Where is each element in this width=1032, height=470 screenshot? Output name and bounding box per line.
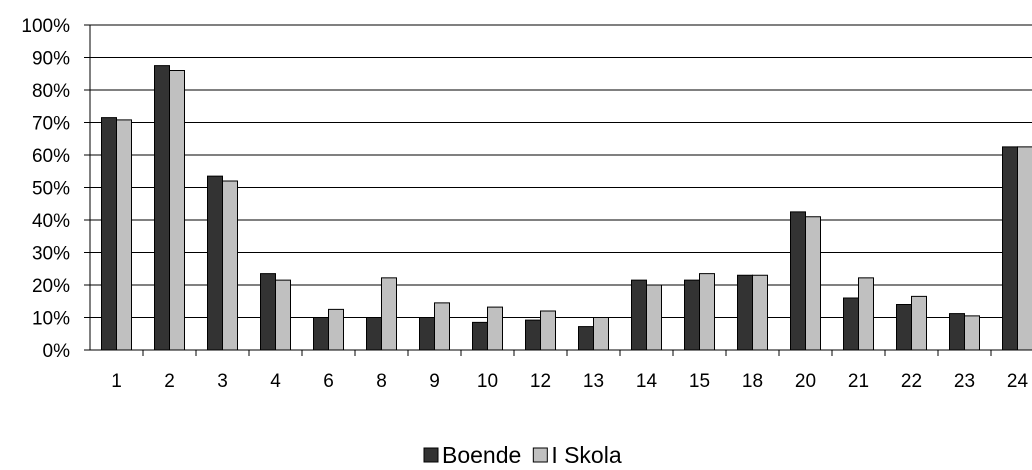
y-tick-label: 30% xyxy=(32,244,70,265)
bar-boende-2 xyxy=(154,65,170,351)
bar-i-skola-8 xyxy=(381,277,397,351)
bar-boende-23 xyxy=(949,313,965,351)
y-tick-label: 80% xyxy=(32,81,70,102)
x-tick-label: 22 xyxy=(901,371,922,392)
x-tick-label: 1 xyxy=(111,371,122,392)
bar-boende-18 xyxy=(737,274,753,351)
legend-swatch-i-skola xyxy=(532,447,548,463)
x-tick-labels: 1 2 3 4 6 8 9 10 12 13 14 15 18 20 21 22 23 24 xyxy=(111,371,1028,392)
y-tick-label: 70% xyxy=(32,114,70,135)
bar-boende-24 xyxy=(1002,146,1018,351)
bar-i-skola-21 xyxy=(858,277,874,351)
bar-boende-22 xyxy=(896,304,912,351)
y-tick-label: 0% xyxy=(43,341,71,362)
y-tick-label: 50% xyxy=(32,179,70,200)
bar-boende-6 xyxy=(313,317,329,351)
legend: Boende I Skola xyxy=(423,442,622,468)
axes xyxy=(84,24,1032,356)
y-tick-labels: 0% 10% 20% 30% 40% 50% 60% 70% 80% 90% 100% xyxy=(21,16,70,362)
bar-boende-15 xyxy=(684,279,700,351)
x-tick-label: 6 xyxy=(323,371,334,392)
x-tick-label: 20 xyxy=(795,371,816,392)
legend-label-i-skola: I Skola xyxy=(551,442,622,468)
bar-i-skola-1 xyxy=(116,119,132,351)
bar-boende-20 xyxy=(790,211,806,351)
bar-boende-3 xyxy=(207,175,223,351)
bar-i-skola-22 xyxy=(911,295,927,351)
bar-i-skola-3 xyxy=(222,180,238,351)
bar-i-skola-4 xyxy=(275,279,291,351)
bar-boende-1 xyxy=(101,117,117,351)
bar-i-skola-6 xyxy=(328,308,344,351)
legend-label-boende: Boende xyxy=(442,442,521,468)
x-tick-label: 10 xyxy=(477,371,498,392)
bar-boende-4 xyxy=(260,273,276,351)
bar-i-skola-10 xyxy=(487,306,503,351)
y-tick-label: 40% xyxy=(32,211,70,232)
x-tick-label: 23 xyxy=(954,371,975,392)
bar-boende-21 xyxy=(843,297,859,351)
bar-i-skola-24 xyxy=(1017,146,1032,351)
x-tick-label: 8 xyxy=(376,371,387,392)
x-tick-label: 3 xyxy=(217,371,228,392)
bar-i-skola-18 xyxy=(752,274,768,351)
legend-swatch-boende xyxy=(423,447,439,463)
x-tick-label: 24 xyxy=(1007,371,1029,392)
gridlines xyxy=(90,24,1032,318)
x-tick-label: 21 xyxy=(848,371,869,392)
bar-i-skola-14 xyxy=(646,284,662,351)
x-tick-label: 15 xyxy=(689,371,710,392)
bar-i-skola-2 xyxy=(169,70,185,351)
x-tick-label: 14 xyxy=(636,371,658,392)
x-tick-label: 4 xyxy=(270,371,281,392)
bar-boende-9 xyxy=(419,317,435,351)
bar-i-skola-20 xyxy=(805,216,821,351)
y-tick-label: 100% xyxy=(21,16,70,37)
x-tick-label: 13 xyxy=(583,371,604,392)
bar-i-skola-23 xyxy=(964,315,980,351)
bar-boende-13 xyxy=(578,326,594,351)
bar-i-skola-9 xyxy=(434,302,450,351)
bar-i-skola-13 xyxy=(593,317,609,351)
x-tick-label: 12 xyxy=(530,371,551,392)
x-tick-label: 9 xyxy=(429,371,440,392)
y-tick-label: 10% xyxy=(32,309,70,330)
x-tick-label: 2 xyxy=(164,371,175,392)
y-tick-label: 60% xyxy=(32,146,70,167)
bar-boende-14 xyxy=(631,279,647,351)
bar-boende-8 xyxy=(366,317,382,351)
bar-i-skola-12 xyxy=(540,310,556,351)
bars-group xyxy=(101,65,1032,351)
y-tick-label: 20% xyxy=(32,276,70,297)
bar-boende-10 xyxy=(472,321,488,351)
y-tick-label: 90% xyxy=(32,49,70,70)
x-tick-label: 18 xyxy=(742,371,763,392)
bar-i-skola-15 xyxy=(699,273,715,351)
bar-boende-12 xyxy=(525,319,541,351)
